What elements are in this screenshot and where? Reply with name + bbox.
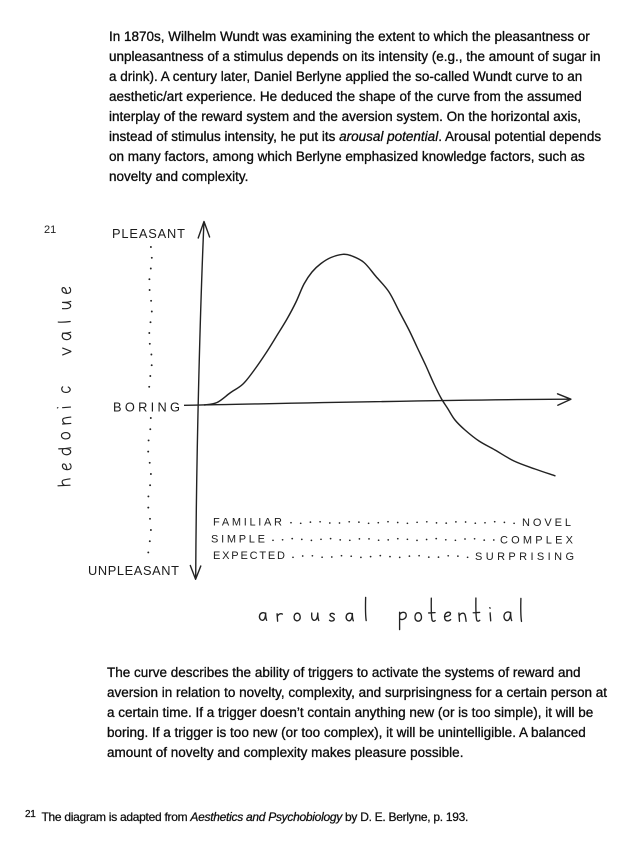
svg-text:FAMILIAR: FAMILIAR [213, 517, 282, 529]
svg-text:NOVEL: NOVEL [522, 517, 571, 529]
svg-text:EXPECTED: EXPECTED [213, 550, 285, 562]
svg-text:BORING: BORING [113, 400, 180, 415]
svg-text:SURPRISING: SURPRISING [475, 551, 574, 563]
svg-text:PLEASANT: PLEASANT [112, 226, 185, 241]
svg-text:COMPLEX: COMPLEX [500, 535, 574, 547]
svg-text:SIMPLE: SIMPLE [211, 534, 265, 546]
svg-text:UNPLEASANT: UNPLEASANT [88, 563, 179, 578]
